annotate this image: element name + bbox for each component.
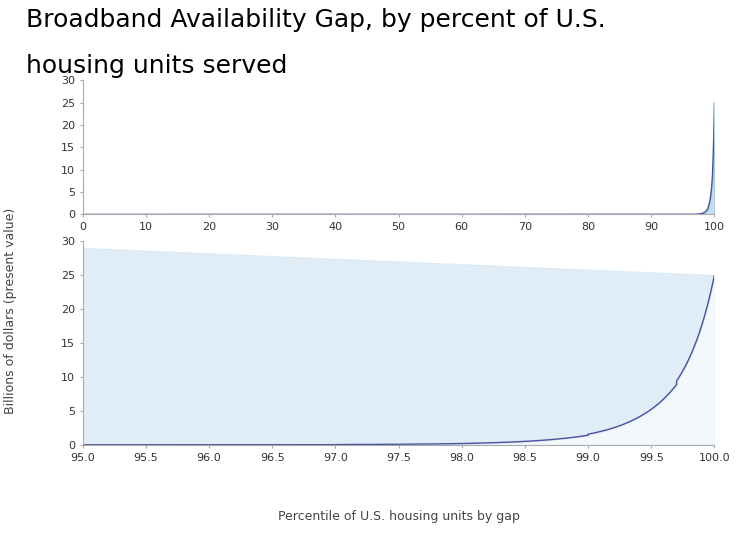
Text: Percentile of U.S. housing units by gap: Percentile of U.S. housing units by gap [277, 510, 520, 523]
Text: Broadband Availability Gap, by percent of U.S.: Broadband Availability Gap, by percent o… [26, 8, 606, 32]
Text: housing units served: housing units served [26, 54, 288, 78]
Text: Billions of dollars (present value): Billions of dollars (present value) [4, 208, 17, 414]
